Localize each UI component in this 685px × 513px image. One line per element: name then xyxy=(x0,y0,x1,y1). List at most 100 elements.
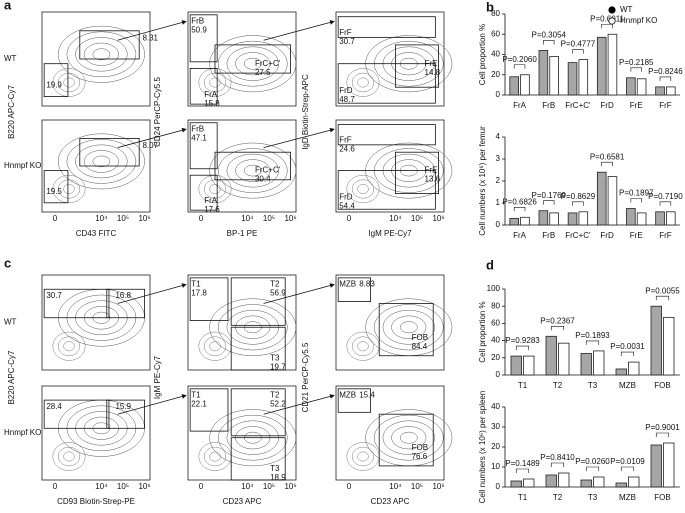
gate xyxy=(230,326,286,371)
bar xyxy=(558,472,570,488)
contour xyxy=(83,42,119,66)
y-tick-label: 20 xyxy=(491,353,500,362)
y-tick-label: 40 xyxy=(491,50,500,59)
contour xyxy=(203,336,227,356)
bar xyxy=(663,316,675,376)
x-tick-label: FrD xyxy=(600,231,614,240)
bar xyxy=(558,342,570,376)
contour xyxy=(373,414,444,461)
x-tick-label: 10⁵ xyxy=(263,482,275,491)
contour xyxy=(226,153,279,188)
row-label: WT xyxy=(4,54,17,63)
contour xyxy=(399,431,418,444)
y-axis-label: IgM PE-Cy7 xyxy=(153,355,162,399)
gate xyxy=(230,437,286,481)
x-tick-label: T3 xyxy=(588,381,598,390)
bar xyxy=(607,33,618,96)
gate-value: 30.7 xyxy=(339,37,355,46)
panel-letter: b xyxy=(486,0,494,14)
contour xyxy=(382,309,435,345)
contour xyxy=(75,37,128,72)
gate xyxy=(43,288,110,319)
gate xyxy=(189,122,218,170)
row-label: WT xyxy=(4,318,17,327)
legend-marker xyxy=(608,17,616,25)
p-value: P=0.6011 xyxy=(590,14,624,23)
y-tick-label: 10 xyxy=(491,462,500,471)
bar xyxy=(626,77,636,96)
gate-name: FrF xyxy=(339,135,352,144)
x-tick-label: FrE xyxy=(630,101,643,110)
x-axis-label: CD23 APC xyxy=(223,497,262,506)
gate xyxy=(43,63,69,98)
x-tick-label: 0 xyxy=(53,482,58,491)
bar xyxy=(607,176,618,226)
contour xyxy=(351,179,375,199)
contour xyxy=(92,48,111,61)
gate xyxy=(189,68,218,105)
bar xyxy=(626,208,636,226)
p-bracket xyxy=(585,466,600,471)
bar xyxy=(545,474,557,488)
p-bracket xyxy=(601,161,613,167)
gate-value: 18.9 xyxy=(270,473,286,482)
p-value: P=0.2367 xyxy=(540,316,575,325)
bar xyxy=(593,476,605,488)
gate-value: 8.83 xyxy=(359,280,375,289)
contour xyxy=(52,68,86,97)
gate-value: 17.6 xyxy=(204,205,220,214)
contour xyxy=(217,304,288,351)
contour xyxy=(209,77,221,88)
contour xyxy=(209,142,297,199)
p-bracket xyxy=(659,201,672,206)
x-tick-label: 0 xyxy=(347,214,352,223)
bar xyxy=(650,444,662,488)
x-tick-label: T3 xyxy=(588,493,598,502)
contour xyxy=(391,315,427,339)
x-axis-label: CD43 FITC xyxy=(76,229,117,238)
gate-value: 15.4 xyxy=(359,391,375,400)
p-bracket xyxy=(601,23,613,29)
gate xyxy=(214,151,291,181)
p-bracket xyxy=(572,201,584,206)
contour xyxy=(226,46,279,81)
p-bracket xyxy=(620,351,635,357)
gate xyxy=(230,277,286,326)
p-value: P=0.6581 xyxy=(590,152,625,161)
gate-arrow xyxy=(263,283,335,304)
y-tick-label: 0 xyxy=(496,220,501,229)
contour xyxy=(235,159,271,182)
p-bracket xyxy=(515,468,530,473)
p-value: P=0.7190 xyxy=(648,192,683,201)
p-value: P=0.1489 xyxy=(505,459,540,468)
bar xyxy=(510,355,522,376)
x-tick-label: 10⁴ xyxy=(241,214,254,223)
contour xyxy=(217,414,288,461)
p-value: P=0.1893 xyxy=(575,331,610,340)
gate-name: FrD xyxy=(339,192,353,201)
contour xyxy=(209,35,297,93)
x-tick-label: T1 xyxy=(518,493,528,502)
x-tick-label: FrC+C' xyxy=(565,231,591,240)
p-bracket xyxy=(630,67,642,72)
contour xyxy=(63,184,75,194)
gate-name: FrA xyxy=(204,196,218,205)
contour xyxy=(209,298,297,356)
contour xyxy=(57,179,81,199)
gate-value: 8.07 xyxy=(142,141,158,150)
gate xyxy=(189,14,218,63)
y-tick-label: 60 xyxy=(491,29,500,38)
x-tick-label: FrA xyxy=(513,231,527,240)
gate-name: T3 xyxy=(270,464,280,473)
plot-frame xyxy=(41,274,151,371)
contour xyxy=(203,446,227,467)
p-bracket xyxy=(655,432,670,437)
contour xyxy=(357,341,369,352)
contour xyxy=(57,133,145,190)
panel-letter: d xyxy=(486,257,494,272)
bar xyxy=(523,355,535,376)
gate-value: 22.1 xyxy=(191,400,207,409)
gate-arrow xyxy=(117,20,187,41)
contour xyxy=(357,184,369,194)
